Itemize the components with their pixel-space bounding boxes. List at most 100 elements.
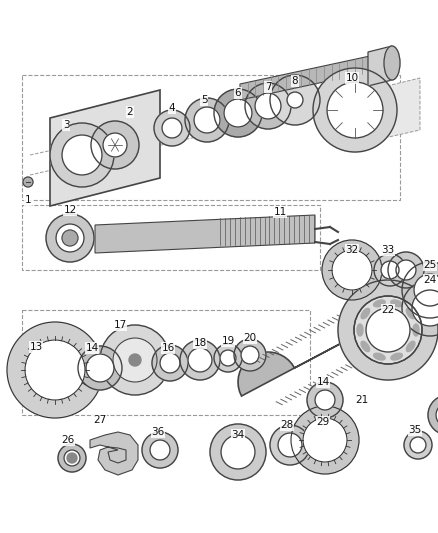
Text: 36: 36 bbox=[152, 427, 165, 437]
Polygon shape bbox=[238, 314, 400, 396]
Circle shape bbox=[388, 252, 424, 288]
Circle shape bbox=[327, 82, 383, 138]
Polygon shape bbox=[90, 432, 138, 475]
Circle shape bbox=[150, 440, 170, 460]
Ellipse shape bbox=[374, 300, 385, 307]
Circle shape bbox=[287, 92, 303, 108]
Text: 11: 11 bbox=[273, 207, 286, 217]
Circle shape bbox=[255, 93, 281, 119]
Text: 21: 21 bbox=[355, 395, 369, 405]
Ellipse shape bbox=[384, 46, 400, 80]
Circle shape bbox=[7, 322, 103, 418]
Circle shape bbox=[313, 68, 397, 152]
Circle shape bbox=[194, 107, 220, 133]
Text: 22: 22 bbox=[381, 305, 395, 315]
Circle shape bbox=[234, 339, 266, 371]
Circle shape bbox=[180, 340, 220, 380]
Circle shape bbox=[129, 354, 141, 366]
Circle shape bbox=[224, 99, 252, 127]
Circle shape bbox=[270, 75, 320, 125]
Text: 14: 14 bbox=[85, 343, 99, 353]
Text: 32: 32 bbox=[346, 245, 359, 255]
Circle shape bbox=[160, 353, 180, 373]
Ellipse shape bbox=[406, 309, 415, 319]
Circle shape bbox=[67, 453, 77, 463]
Circle shape bbox=[62, 230, 78, 246]
Ellipse shape bbox=[357, 324, 363, 336]
Circle shape bbox=[332, 250, 372, 290]
Circle shape bbox=[303, 418, 347, 462]
Text: 19: 19 bbox=[221, 336, 235, 346]
Circle shape bbox=[185, 98, 229, 142]
Text: 16: 16 bbox=[161, 343, 175, 353]
Ellipse shape bbox=[406, 341, 415, 352]
Circle shape bbox=[78, 346, 122, 390]
Circle shape bbox=[221, 435, 255, 469]
Text: 24: 24 bbox=[424, 275, 437, 285]
Text: 34: 34 bbox=[231, 430, 245, 440]
Circle shape bbox=[428, 395, 438, 435]
Circle shape bbox=[436, 403, 438, 427]
Text: 14: 14 bbox=[316, 377, 330, 387]
Text: 4: 4 bbox=[169, 103, 175, 113]
Circle shape bbox=[404, 431, 432, 459]
Circle shape bbox=[50, 123, 114, 187]
Text: 20: 20 bbox=[244, 333, 257, 343]
Circle shape bbox=[46, 214, 94, 262]
Ellipse shape bbox=[413, 324, 419, 336]
Ellipse shape bbox=[374, 353, 385, 360]
Circle shape bbox=[25, 340, 85, 400]
Text: 8: 8 bbox=[292, 76, 298, 86]
Text: 33: 33 bbox=[381, 245, 395, 255]
Text: 6: 6 bbox=[235, 88, 241, 98]
Text: 25: 25 bbox=[424, 260, 437, 270]
Ellipse shape bbox=[391, 300, 403, 307]
Circle shape bbox=[396, 260, 416, 280]
Circle shape bbox=[307, 382, 343, 418]
Polygon shape bbox=[368, 46, 392, 86]
Circle shape bbox=[210, 424, 266, 480]
Ellipse shape bbox=[391, 353, 403, 360]
Polygon shape bbox=[95, 215, 315, 253]
Text: 1: 1 bbox=[25, 195, 31, 205]
Circle shape bbox=[23, 177, 33, 187]
Circle shape bbox=[402, 262, 438, 318]
Text: 29: 29 bbox=[316, 417, 330, 427]
Circle shape bbox=[374, 254, 406, 286]
Circle shape bbox=[100, 325, 170, 395]
Circle shape bbox=[214, 344, 242, 372]
Circle shape bbox=[103, 133, 127, 157]
Circle shape bbox=[214, 89, 262, 137]
Circle shape bbox=[402, 280, 438, 336]
Circle shape bbox=[188, 348, 212, 372]
Text: 5: 5 bbox=[201, 95, 207, 105]
Polygon shape bbox=[362, 78, 420, 143]
Text: 10: 10 bbox=[346, 73, 359, 83]
Text: 17: 17 bbox=[113, 320, 127, 330]
Text: 18: 18 bbox=[193, 338, 207, 348]
Text: 35: 35 bbox=[408, 425, 422, 435]
Circle shape bbox=[162, 118, 182, 138]
Circle shape bbox=[58, 444, 86, 472]
Circle shape bbox=[338, 280, 438, 380]
Circle shape bbox=[278, 433, 302, 457]
Circle shape bbox=[91, 121, 139, 169]
Circle shape bbox=[241, 346, 259, 364]
Circle shape bbox=[62, 135, 102, 175]
Text: 13: 13 bbox=[29, 342, 42, 352]
Circle shape bbox=[354, 296, 422, 364]
Ellipse shape bbox=[361, 341, 370, 352]
Text: 2: 2 bbox=[127, 107, 133, 117]
Text: 28: 28 bbox=[280, 420, 293, 430]
Circle shape bbox=[366, 308, 410, 352]
Circle shape bbox=[113, 338, 157, 382]
Circle shape bbox=[245, 83, 291, 129]
Text: 26: 26 bbox=[61, 435, 74, 445]
Circle shape bbox=[354, 296, 422, 364]
Polygon shape bbox=[50, 90, 160, 206]
Circle shape bbox=[142, 432, 178, 468]
Circle shape bbox=[410, 437, 426, 453]
Circle shape bbox=[56, 224, 84, 252]
Polygon shape bbox=[240, 56, 370, 100]
Circle shape bbox=[64, 450, 80, 466]
